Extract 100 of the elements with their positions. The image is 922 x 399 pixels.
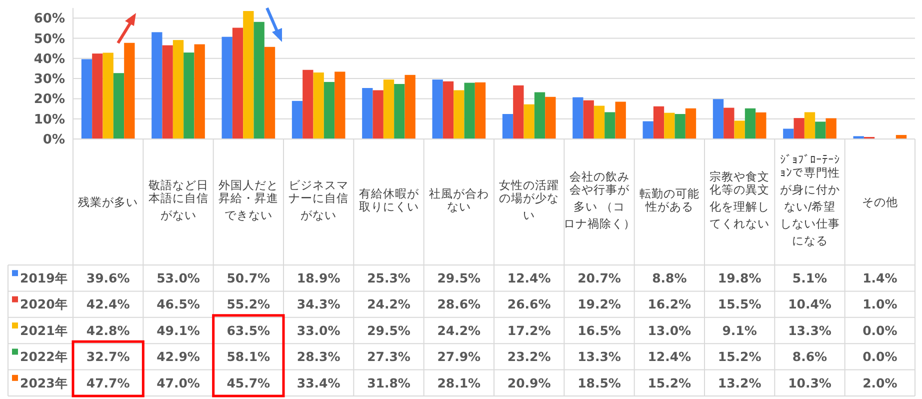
- data-label: 28.1%: [437, 375, 482, 390]
- data-label: 32.7%: [86, 349, 130, 364]
- bar: [324, 82, 335, 139]
- data-label: 8.8%: [652, 270, 688, 286]
- y-tick-label: 20%: [34, 92, 65, 108]
- x-tick-label: 有給休暇が取りにくい: [358, 186, 420, 214]
- bar: [394, 84, 405, 139]
- data-label: 46.5%: [156, 296, 200, 312]
- data-label: 13.0%: [648, 322, 692, 338]
- bar: [194, 44, 205, 139]
- bar: [232, 28, 244, 139]
- x-tick-label: 会社の飲み会や行事が多い （コロナ禍除く）: [563, 170, 636, 230]
- bar: [432, 80, 443, 139]
- bar: [222, 36, 232, 139]
- bar: [264, 46, 276, 139]
- bar: [102, 52, 114, 139]
- bar: [502, 114, 514, 139]
- bar: [383, 80, 394, 139]
- data-label: 1.0%: [862, 296, 898, 312]
- data-label: 49.1%: [156, 322, 200, 338]
- data-label: 0.0%: [862, 322, 898, 338]
- x-tick-label: 敬語など日本語に自信がない: [148, 178, 208, 222]
- data-label: 27.3%: [367, 349, 411, 364]
- bar: [664, 112, 675, 139]
- bar: [615, 102, 626, 139]
- legend-label: 2019年: [20, 270, 68, 286]
- bar: [744, 108, 756, 139]
- x-tick-label: 残業が多い: [78, 195, 138, 210]
- x-tick-label: ビジネスマナーに自信がない: [288, 178, 349, 222]
- bar: [685, 108, 696, 139]
- y-tick-label: 0%: [42, 132, 65, 148]
- data-label: 15.2%: [648, 375, 692, 390]
- data-label: 50.7%: [226, 270, 271, 286]
- x-tick-label: 転勤の可能性がある: [639, 186, 700, 214]
- data-label: 18.9%: [296, 270, 341, 286]
- data-label: 24.2%: [367, 296, 411, 312]
- bar: [302, 70, 314, 139]
- data-label: 33.0%: [296, 322, 341, 338]
- bar: [404, 74, 416, 139]
- legend-label: 2022年: [20, 349, 68, 364]
- data-label: 53.0%: [156, 270, 200, 286]
- bar: [604, 112, 616, 139]
- data-label: 12.4%: [507, 270, 552, 286]
- data-label: 13.2%: [718, 375, 762, 390]
- bar: [783, 128, 794, 139]
- bar: [815, 122, 826, 139]
- y-tick-label: 40%: [34, 52, 65, 67]
- x-tick-label: 宗教や食文化等の異文化を理解してくれない: [710, 170, 770, 230]
- data-label: 10.3%: [788, 375, 832, 390]
- bar: [124, 42, 135, 139]
- data-label: 29.5%: [367, 322, 411, 338]
- bar: [756, 112, 766, 139]
- x-tick-label: ｼﾞｮﾌﾞﾛｰﾃｰｼｮﾝで専門性が身に付かない/希望しない仕事になる: [780, 152, 840, 248]
- bar: [794, 118, 804, 139]
- bar: [474, 82, 486, 139]
- data-label: 33.4%: [296, 375, 341, 390]
- bar: [653, 106, 664, 139]
- bar: [534, 92, 546, 139]
- bar: [292, 100, 303, 139]
- legend-label: 2023年: [20, 375, 68, 390]
- x-tick-label: 女性の活躍の場が少ない: [499, 178, 560, 222]
- bar: [362, 88, 373, 139]
- data-label: 39.6%: [86, 270, 130, 286]
- bar: [826, 118, 836, 139]
- data-label: 34.3%: [296, 296, 341, 312]
- data-label: 47.0%: [156, 375, 200, 390]
- data-label: 8.6%: [792, 349, 828, 364]
- bar: [442, 81, 454, 139]
- data-label: 27.9%: [437, 349, 482, 364]
- data-label: 45.7%: [226, 375, 271, 390]
- bar: [313, 72, 324, 139]
- bar: [184, 52, 194, 139]
- data-label: 29.5%: [437, 270, 482, 286]
- bar: [642, 121, 654, 139]
- x-tick-label: 社風が合わない: [428, 186, 489, 214]
- data-label: 55.2%: [226, 296, 271, 312]
- bar: [372, 90, 384, 139]
- bar: [172, 40, 184, 139]
- data-label: 23.2%: [507, 349, 552, 364]
- x-tick-label: 外国人だと昇給・昇進できない: [218, 178, 278, 222]
- data-label: 13.3%: [578, 349, 622, 364]
- data-label: 58.1%: [226, 349, 271, 364]
- data-label: 10.4%: [788, 296, 832, 312]
- data-label: 63.5%: [226, 322, 271, 338]
- bar: [243, 11, 254, 139]
- legend-label: 2021年: [20, 322, 68, 338]
- data-label: 0.0%: [862, 349, 898, 364]
- bar: [81, 59, 92, 139]
- data-label: 20.9%: [507, 375, 552, 390]
- bar: [162, 45, 173, 139]
- data-label: 42.9%: [156, 349, 200, 364]
- data-label: 47.7%: [86, 375, 130, 390]
- data-label: 42.4%: [86, 296, 130, 312]
- bar: [545, 96, 556, 139]
- bar: [724, 108, 734, 139]
- data-label: 5.1%: [792, 270, 828, 286]
- data-label: 31.8%: [367, 375, 411, 390]
- data-label: 15.2%: [718, 349, 762, 364]
- data-label: 12.4%: [648, 349, 692, 364]
- x-tick-label: その他: [862, 195, 898, 210]
